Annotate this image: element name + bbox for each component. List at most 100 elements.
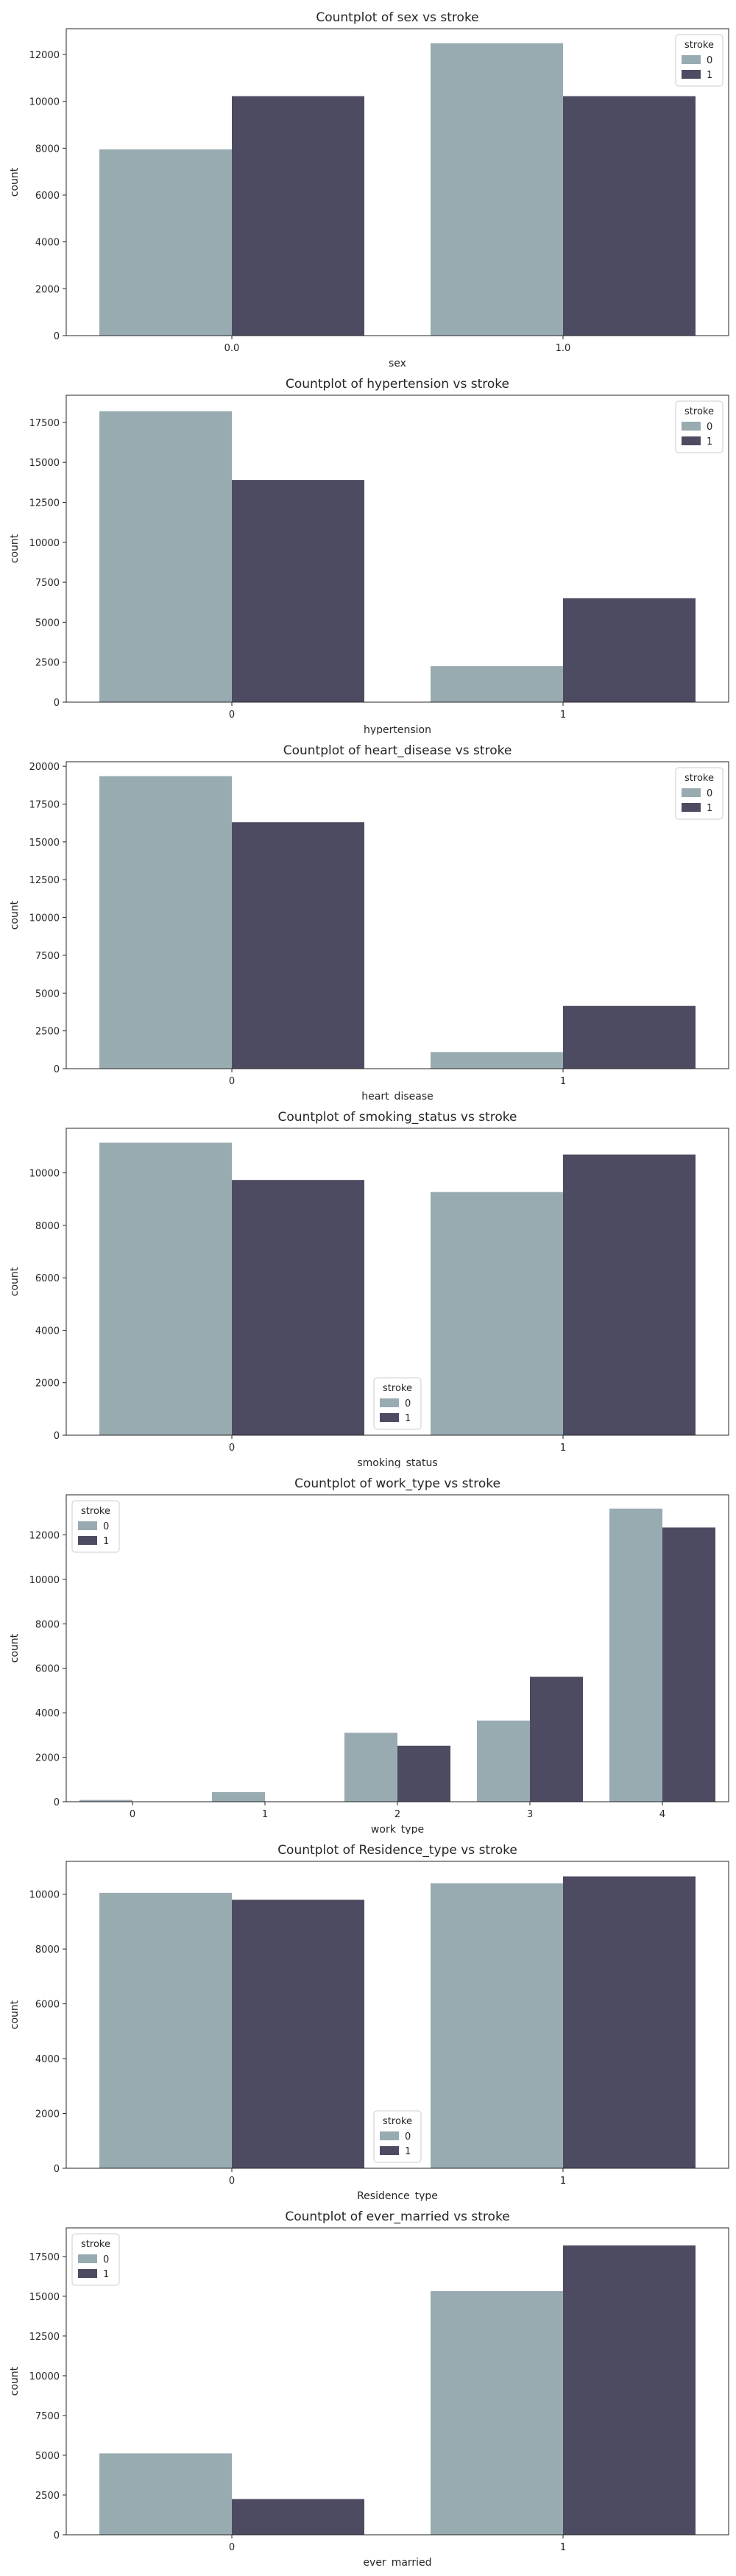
y-axis-label: count xyxy=(9,1633,21,1663)
plot-frame xyxy=(66,2227,729,2536)
chart-title: Countplot of work_type vs stroke xyxy=(294,1476,500,1491)
bar-0-stroke-0 xyxy=(99,411,232,702)
chart-panel-1: Countplot of hypertension vs stroke 0 2500… xyxy=(9,377,729,735)
legend-entry-0: 0 xyxy=(405,1398,411,1409)
x-tick-label: 2 xyxy=(394,1809,400,1820)
y-axis-label: count xyxy=(9,2000,21,2029)
y-tick-label: 20000 xyxy=(29,762,60,773)
chart-title: Countplot of smoking_status vs stroke xyxy=(278,1110,517,1125)
y-tick-label: 2000 xyxy=(35,284,60,295)
bar-0-stroke-1 xyxy=(232,1900,364,2169)
legend-swatch-0 xyxy=(78,1521,97,1530)
bar-0-stroke-0 xyxy=(79,1800,132,1802)
y-tick-label: 2000 xyxy=(35,1379,60,1390)
y-tick-label: 0 xyxy=(54,1431,60,1442)
y-tick-label: 15000 xyxy=(29,2292,60,2303)
bar-2-stroke-1 xyxy=(397,1745,450,1802)
x-tick-label: 0 xyxy=(229,710,235,721)
bar-1-stroke-1 xyxy=(563,598,696,702)
bar-1.0-stroke-0 xyxy=(431,43,563,336)
legend-swatch-0 xyxy=(682,55,701,64)
x-tick-label: 1 xyxy=(560,1076,566,1087)
bar-0.0-stroke-0 xyxy=(99,149,232,336)
y-tick-label: 4000 xyxy=(35,238,60,249)
y-tick-label: 0 xyxy=(54,698,60,709)
y-tick-label: 17500 xyxy=(29,2252,60,2263)
legend-entry-0: 0 xyxy=(103,2254,109,2265)
y-tick-label: 4000 xyxy=(35,1708,60,1719)
legend: stroke 0 1 xyxy=(675,767,723,820)
y-tick-label: 4000 xyxy=(35,1326,60,1337)
x-tick-label: 1 xyxy=(560,2542,566,2553)
legend-swatch-1 xyxy=(78,1536,97,1545)
y-tick-label: 4000 xyxy=(35,2054,60,2065)
legend: stroke 0 1 xyxy=(675,400,723,453)
chart-title: Countplot of heart_disease vs stroke xyxy=(283,743,512,758)
y-tick-label: 0 xyxy=(54,2164,60,2175)
y-tick-label: 12500 xyxy=(29,875,60,886)
y-tick-label: 8000 xyxy=(35,1619,60,1630)
bar-3-stroke-0 xyxy=(477,1720,530,1802)
legend-title: stroke xyxy=(684,773,714,784)
y-tick-label: 17500 xyxy=(29,418,60,429)
y-tick-label: 10000 xyxy=(29,97,60,108)
y-tick-label: 6000 xyxy=(35,191,60,202)
legend-swatch-1 xyxy=(78,2269,97,2278)
bar-1-stroke-0 xyxy=(431,666,563,702)
chart-panel-0: Countplot of sex vs stroke 0 2000 4000 6000 8… xyxy=(9,10,729,368)
y-tick-label: 0 xyxy=(54,331,60,342)
y-tick-label: 7500 xyxy=(35,2411,60,2422)
y-tick-label: 6000 xyxy=(35,2000,60,2011)
x-tick-label: 0 xyxy=(229,1076,235,1087)
x-tick-label: 0 xyxy=(229,1443,235,1454)
bar-0-stroke-1 xyxy=(232,822,364,1069)
legend: stroke 0 1 xyxy=(71,2233,120,2286)
bar-1-stroke-1 xyxy=(563,1876,696,2168)
bar-0-stroke-0 xyxy=(99,2453,232,2535)
legend-title: stroke xyxy=(81,2239,110,2250)
x-tick-label: 1 xyxy=(560,2176,566,2187)
legend-swatch-1 xyxy=(380,2146,399,2155)
legend-entry-0: 0 xyxy=(707,422,712,433)
chart-panel-4: Countplot of work_type vs stroke02000400… xyxy=(9,1476,729,1834)
y-axis-label: count xyxy=(9,167,21,197)
y-tick-label: 0 xyxy=(54,1797,60,1808)
x-tick-label: 1 xyxy=(560,710,566,721)
legend-entry-1: 1 xyxy=(707,70,712,81)
x-axis-label: hypertension xyxy=(364,724,431,735)
x-axis-label: smoking_status xyxy=(357,1457,437,1468)
x-tick-label: 0.0 xyxy=(224,343,240,354)
y-axis-label: count xyxy=(9,1267,21,1296)
bar-0-stroke-0 xyxy=(99,776,232,1069)
y-tick-label: 10000 xyxy=(29,1890,60,1901)
legend-swatch-1 xyxy=(380,1413,399,1422)
y-tick-label: 0 xyxy=(54,2530,60,2541)
x-tick-label: 4 xyxy=(659,1809,665,1820)
y-tick-label: 5000 xyxy=(35,2451,60,2462)
legend-entry-1: 1 xyxy=(707,803,712,814)
legend: stroke 0 1 xyxy=(373,2110,422,2163)
chart-panel-6: Countplot of ever_married vs stroke 0 2500… xyxy=(9,2209,729,2567)
chart-panel-2: Countplot of heart_disease vs stroke 0 250… xyxy=(9,743,729,1101)
y-tick-label: 8000 xyxy=(35,1945,60,1956)
x-tick-label: 0 xyxy=(130,1809,135,1820)
bar-3-stroke-1 xyxy=(530,1677,583,1802)
bar-0-stroke-1 xyxy=(232,2499,364,2535)
y-axis-label: count xyxy=(9,900,21,930)
bar-4-stroke-0 xyxy=(609,1508,662,1802)
legend-title: stroke xyxy=(684,40,714,51)
legend-entry-1: 1 xyxy=(707,436,712,447)
plot-frame xyxy=(66,761,729,1069)
y-tick-label: 2500 xyxy=(35,658,60,669)
y-tick-label: 6000 xyxy=(35,1664,60,1675)
bar-1-stroke-1 xyxy=(563,2245,696,2535)
legend: stroke 0 1 xyxy=(373,1377,422,1430)
legend-swatch-0 xyxy=(682,788,701,797)
plot-frame xyxy=(66,1128,729,1436)
bar-1-stroke-1 xyxy=(563,1154,696,1435)
y-tick-label: 2500 xyxy=(35,1027,60,1038)
bar-1.0-stroke-1 xyxy=(563,96,696,336)
bar-0.0-stroke-1 xyxy=(232,96,364,336)
y-tick-label: 17500 xyxy=(29,800,60,811)
